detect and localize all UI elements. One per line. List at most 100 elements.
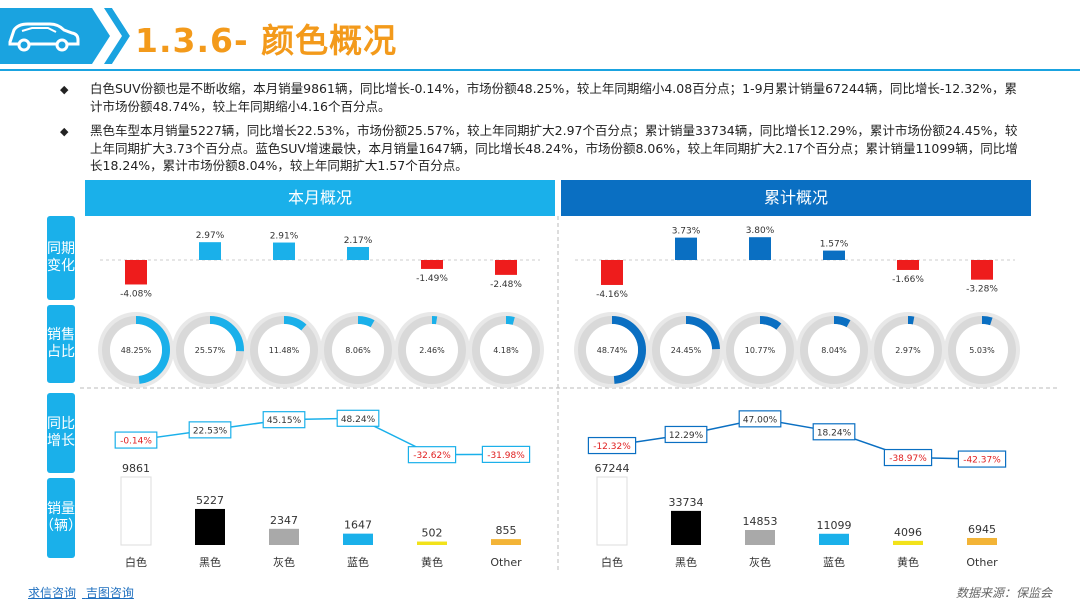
market-share-label: 48.25% <box>121 346 152 355</box>
donut-share-arc <box>324 316 392 384</box>
donut-share-arc <box>800 316 868 384</box>
sales-value-label: 502 <box>422 527 443 540</box>
donut-center <box>734 324 786 376</box>
growth-label-box <box>738 410 782 428</box>
category-label: Other <box>966 556 998 569</box>
share-change-bar <box>675 237 697 260</box>
footer-link-jitu[interactable]: 吉图咨询 <box>85 586 134 600</box>
category-label: Other <box>490 556 522 569</box>
sales-value-label: 855 <box>496 524 517 537</box>
share-change-bar <box>421 260 443 269</box>
category-label: 白色 <box>125 555 147 569</box>
header-banner <box>0 8 1080 71</box>
donut-share-arc <box>652 316 720 384</box>
growth-label: -12.32% <box>593 442 631 452</box>
growth-label-box <box>262 411 306 429</box>
footer-links: 求信咨询 吉图咨询 <box>28 584 140 601</box>
side-label-growth: 同比增长 <box>47 393 75 473</box>
growth-label: -31.98% <box>487 451 525 461</box>
side-label-sales: 销量（辆） <box>40 478 82 558</box>
donut-center <box>956 324 1008 376</box>
donut-share-arc <box>176 316 244 384</box>
panel-header-monthly: 本月概况 <box>85 180 555 216</box>
growth-label: -38.97% <box>889 454 927 464</box>
sales-bar <box>819 533 849 545</box>
donut-share-arc <box>726 316 794 384</box>
share-change-label: -1.66% <box>892 275 924 285</box>
sales-value-label: 1647 <box>344 519 372 532</box>
share-change-label: 3.73% <box>672 227 701 237</box>
share-change-bar <box>601 260 623 285</box>
share-change-bar <box>495 260 517 275</box>
market-share-label: 8.04% <box>821 346 847 355</box>
donut-center <box>480 324 532 376</box>
category-label: 蓝色 <box>823 555 845 569</box>
share-change-label: -2.48% <box>490 280 522 290</box>
donut-share-arc <box>102 316 170 384</box>
share-change-bar <box>897 260 919 270</box>
bullet-text: 黑色车型本月销量5227辆，同比增长22.53%，市场份额25.57%，较上年同… <box>90 123 1018 173</box>
share-change-label: -4.08% <box>120 289 152 299</box>
panel-header-cumulative: 累计概况 <box>561 180 1031 216</box>
growth-label: 22.53% <box>193 426 228 436</box>
growth-label-box <box>812 423 856 441</box>
market-share-label: 4.18% <box>493 346 519 355</box>
growth-label-box <box>336 409 380 427</box>
donut-share-arc <box>948 316 1016 384</box>
category-label: 蓝色 <box>347 555 369 569</box>
growth-label: 12.29% <box>669 431 704 441</box>
category-label: 黑色 <box>675 555 697 569</box>
growth-label: 48.24% <box>341 415 376 425</box>
sales-bar <box>120 476 152 546</box>
sales-value-label: 67244 <box>595 462 630 475</box>
growth-label-box <box>407 446 457 464</box>
growth-label: -0.14% <box>120 437 152 447</box>
sales-bar <box>671 510 701 545</box>
category-label: 灰色 <box>749 555 771 569</box>
donut-share-arc <box>874 316 942 384</box>
market-share-label: 2.46% <box>419 346 445 355</box>
share-change-label: 1.57% <box>820 240 849 250</box>
car-icon <box>8 22 80 52</box>
bullet-black-blue: ◆ 黑色车型本月销量5227辆，同比增长22.53%，市场份额25.57%，较上… <box>60 122 1020 175</box>
donut-share-arc <box>472 316 540 384</box>
diamond-bullet-icon: ◆ <box>60 125 69 138</box>
sales-bar <box>491 539 521 545</box>
growth-label-box <box>587 436 637 455</box>
sales-value-label: 4096 <box>894 526 922 539</box>
share-change-bar <box>199 242 221 260</box>
donut-center <box>808 324 860 376</box>
side-label-market-share: 销售占比 <box>47 305 75 383</box>
category-label: 灰色 <box>273 555 295 569</box>
sales-value-label: 33734 <box>669 496 704 509</box>
side-label-share-change: 同期变化 <box>47 216 75 300</box>
share-change-bar <box>971 260 993 280</box>
donut-share-arc <box>250 316 318 384</box>
share-change-label: 2.97% <box>196 231 225 241</box>
share-change-bar <box>347 246 369 260</box>
market-share-label: 2.97% <box>895 346 921 355</box>
donut-center <box>406 324 458 376</box>
market-share-label: 24.45% <box>671 346 702 355</box>
sales-value-label: 6945 <box>968 523 996 536</box>
share-change-label: 2.91% <box>270 232 299 242</box>
market-share-label: 10.77% <box>745 346 776 355</box>
category-label: 黑色 <box>199 555 221 569</box>
sales-value-label: 14853 <box>743 515 778 528</box>
donut-center <box>882 324 934 376</box>
page-title: 1.3.6- 颜色概况 <box>135 21 398 60</box>
share-change-bar <box>273 242 295 260</box>
share-change-bar <box>749 237 771 260</box>
sales-bar <box>195 508 225 545</box>
donut-share-arc <box>398 316 466 384</box>
growth-label-box <box>114 431 158 449</box>
sales-bar <box>417 541 447 545</box>
footer-link-qiuxin[interactable]: 求信咨询 <box>28 586 77 600</box>
growth-label-box <box>188 421 232 439</box>
market-share-label: 8.06% <box>345 346 371 355</box>
sales-bar <box>596 476 628 546</box>
growth-label-box <box>481 445 531 463</box>
donut-center <box>184 324 236 376</box>
sales-value-label: 5227 <box>196 494 224 507</box>
